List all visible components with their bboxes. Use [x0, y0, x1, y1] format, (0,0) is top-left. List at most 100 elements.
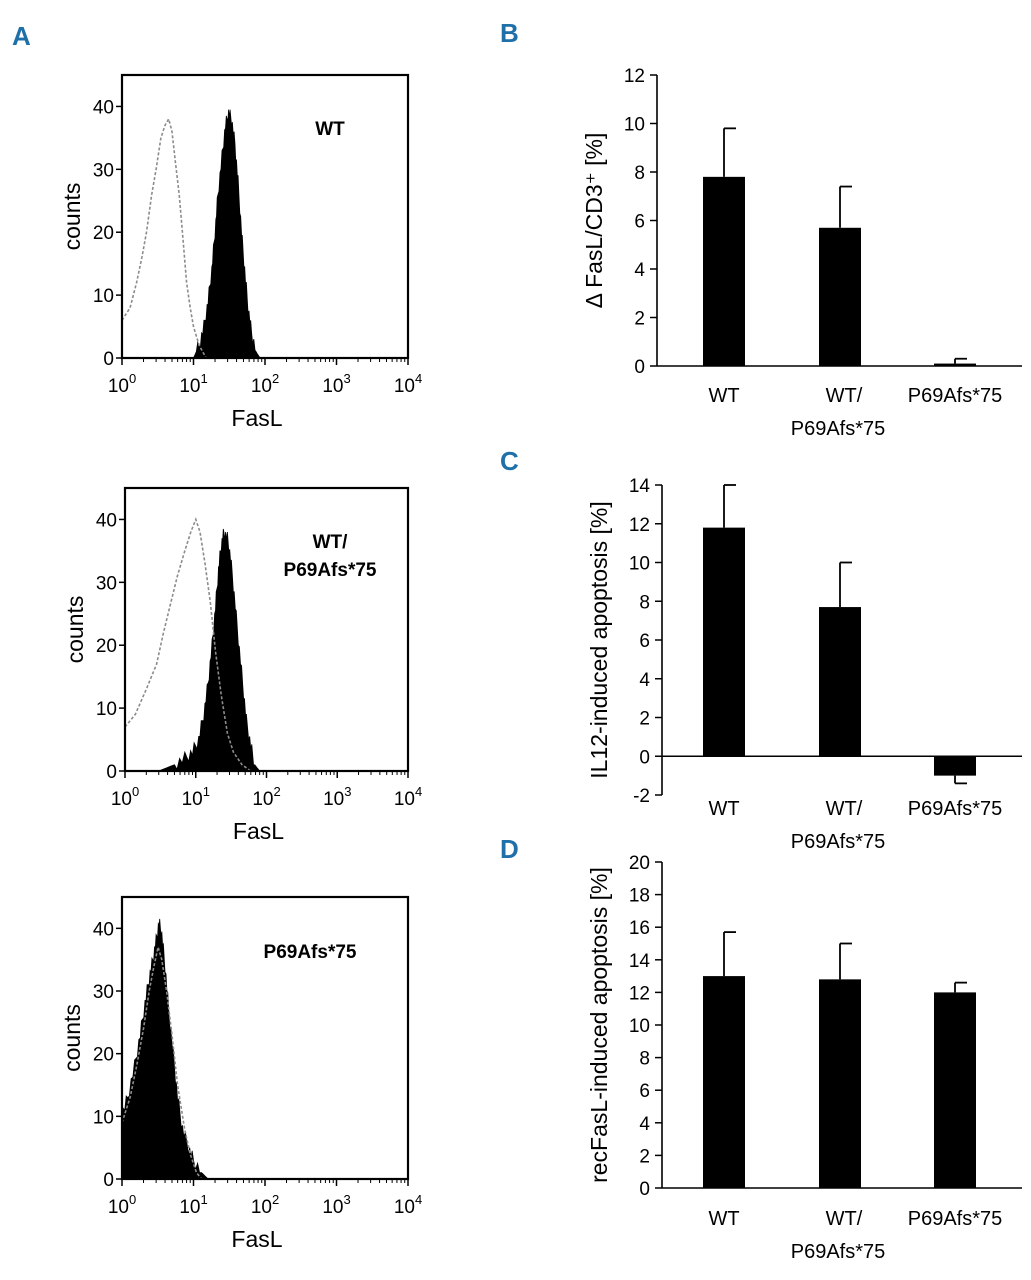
y-tick-label: 6 — [634, 212, 645, 233]
x-tick-label: 101 — [179, 1192, 207, 1218]
histogram-a3: 0 10 20 30 40 100 101 102 103 104 FasL counts P69Afs… — [59, 895, 422, 1252]
bar — [819, 227, 861, 366]
x-tick-label: 100 — [111, 784, 139, 810]
y-tick-label: 10 — [629, 1016, 650, 1037]
x-tick-label: 104 — [394, 371, 422, 397]
y-tick-label: 14 — [629, 476, 651, 497]
bar-chart-c: -2 0 2 4 6 8 10 12 14 IL12-induced apoptosis [%] W… — [586, 476, 1022, 853]
y-tick-label: 12 — [629, 983, 650, 1004]
sample-annotation: P69Afs*75 — [264, 942, 357, 963]
histogram-a1: 0 10 20 30 40 100 101 102 103 104 FasL counts WT — [59, 73, 422, 431]
sample-annotation: WT/ — [313, 532, 349, 553]
x-tick-label: 104 — [394, 1192, 422, 1218]
y-tick-label: 16 — [629, 918, 650, 939]
y-tick-label: 10 — [93, 1107, 114, 1128]
y-axis-label: IL12-induced apoptosis [%] — [586, 501, 612, 778]
sample-annotation: P69Afs*75 — [284, 560, 377, 581]
y-tick-label: 12 — [624, 66, 645, 87]
bar — [819, 607, 861, 757]
category-label: WT/ — [826, 1208, 863, 1230]
x-tick-label: 103 — [322, 1192, 350, 1218]
panel-label-b: B — [500, 18, 519, 48]
control-histogram — [121, 946, 203, 1180]
y-tick-label: 12 — [629, 515, 650, 536]
x-tick-label: 101 — [179, 371, 207, 397]
filled-histogram — [121, 918, 222, 1180]
y-tick-label: 4 — [634, 260, 645, 281]
bar — [934, 756, 976, 776]
y-tick-label: 20 — [96, 636, 117, 657]
x-tick-label: 103 — [323, 784, 351, 810]
panel-label-c: C — [500, 446, 519, 476]
x-tick-label: 104 — [394, 784, 422, 810]
x-axis-label: FasL — [231, 1226, 282, 1252]
x-tick-label: 102 — [251, 371, 279, 397]
y-tick-label: 40 — [93, 97, 114, 118]
x-axis-label: FasL — [233, 818, 284, 844]
category-label: WT — [708, 798, 739, 820]
y-axis-label: counts — [59, 183, 85, 251]
bar — [934, 992, 976, 1188]
y-tick-label: 10 — [629, 554, 650, 575]
category-label: WT — [708, 385, 739, 407]
y-tick-label: 8 — [634, 163, 645, 184]
plot-frame — [120, 73, 410, 360]
plot-frame — [123, 486, 410, 773]
y-tick-label: 0 — [106, 762, 117, 783]
sample-annotation: WT — [315, 119, 345, 140]
y-tick-label: 0 — [639, 747, 650, 768]
y-tick-label: 40 — [93, 919, 114, 940]
y-tick-label: 4 — [639, 1114, 650, 1135]
bar — [703, 176, 745, 366]
y-tick-label: 6 — [639, 631, 650, 652]
filled-histogram — [158, 528, 261, 772]
control-histogram — [121, 116, 207, 359]
y-axis-label: counts — [59, 1004, 85, 1072]
bar-chart-d: 0 2 4 6 8 10 12 14 16 18 20 recFasL-induced apoptos… — [586, 853, 1022, 1263]
control-histogram — [124, 517, 252, 772]
y-tick-label: 6 — [639, 1081, 650, 1102]
category-label: P69Afs*75 — [791, 418, 886, 440]
y-tick-label: 10 — [96, 699, 117, 720]
bar — [934, 363, 976, 366]
y-tick-label: 10 — [93, 286, 114, 307]
y-tick-label: 30 — [93, 982, 114, 1003]
bar — [703, 527, 745, 757]
y-tick-label: 30 — [96, 573, 117, 594]
y-tick-label: -2 — [633, 786, 650, 807]
y-tick-label: 0 — [103, 349, 114, 370]
bar — [703, 976, 745, 1188]
y-tick-label: 8 — [639, 1049, 650, 1070]
category-label: P69Afs*75 — [908, 798, 1003, 820]
y-axis-label: counts — [62, 596, 88, 664]
y-tick-label: 14 — [629, 951, 651, 972]
category-label: WT — [708, 1208, 739, 1230]
bar — [819, 979, 861, 1188]
y-tick-label: 2 — [634, 309, 645, 330]
bar-chart-b: 0 2 4 6 8 10 12 Δ FasL/CD3⁺ [%] WT WT/P69Afs*75 P6… — [581, 66, 1022, 440]
x-axis-label: FasL — [231, 405, 282, 431]
y-tick-label: 8 — [639, 592, 650, 613]
y-tick-label: 20 — [93, 223, 114, 244]
category-label: WT/ — [826, 798, 863, 820]
y-axis-label: Δ FasL/CD3⁺ [%] — [581, 133, 607, 309]
filled-histogram — [192, 109, 261, 359]
y-axis-label: recFasL-induced apoptosis [%] — [586, 867, 612, 1183]
y-tick-label: 10 — [624, 115, 645, 136]
histogram-a2: 0 10 20 30 40 100 101 102 103 104 FasL counts WT/P69… — [62, 486, 422, 844]
category-label: P69Afs*75 — [908, 385, 1003, 407]
y-tick-label: 0 — [103, 1170, 114, 1191]
y-tick-label: 40 — [96, 510, 117, 531]
x-tick-label: 100 — [108, 1192, 136, 1218]
y-tick-label: 20 — [629, 853, 650, 874]
x-tick-label: 102 — [251, 1192, 279, 1218]
y-tick-label: 30 — [93, 160, 114, 181]
y-tick-label: 2 — [639, 709, 650, 730]
y-tick-label: 18 — [629, 886, 650, 907]
x-tick-label: 103 — [322, 371, 350, 397]
panel-label-d: D — [500, 834, 519, 864]
category-label: P69Afs*75 — [791, 831, 886, 853]
panel-label-a: A — [12, 21, 31, 51]
y-tick-label: 0 — [634, 357, 645, 378]
